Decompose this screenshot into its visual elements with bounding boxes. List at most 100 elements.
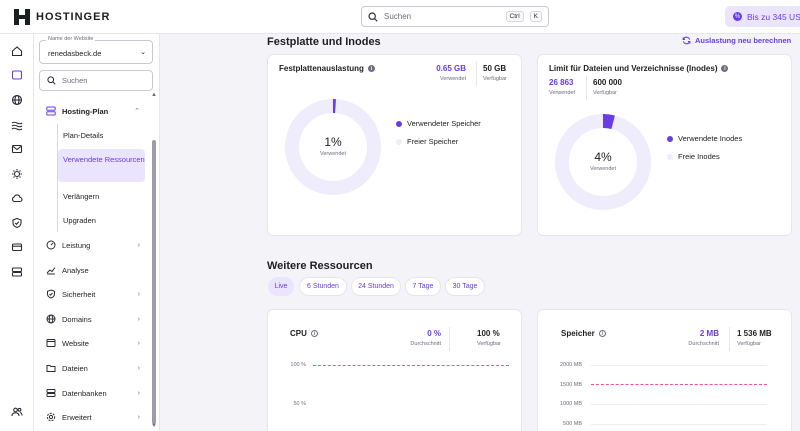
sidebar-subitem-renew[interactable]: Verlängern: [63, 192, 100, 201]
sidebar-subitem-upgrade[interactable]: Upgraden: [63, 216, 96, 225]
range-pill-6h[interactable]: 6 Stunden: [299, 277, 347, 296]
info-icon[interactable]: i: [721, 65, 729, 72]
chevron-right-icon: ›: [137, 413, 140, 421]
inodes-available-stat: 600 000 Verfügbar: [593, 78, 622, 96]
disk-legend: Verwendeter Speicher Freier Speicher: [396, 118, 481, 154]
disk-percent: 1%: [324, 135, 342, 149]
sidebar-item-databases[interactable]: Datenbanken ›: [46, 384, 140, 402]
sidebar-item-website[interactable]: Website ›: [46, 334, 140, 352]
mail-icon[interactable]: [10, 142, 24, 156]
hosting-plan-icon: [46, 106, 56, 116]
sidebar-subitem-plan-details[interactable]: Plan-Details: [63, 131, 104, 140]
shield-icon[interactable]: [10, 216, 24, 230]
range-pill-30d[interactable]: 30 Tage: [445, 277, 485, 296]
sidebar-item-security[interactable]: Sicherheit ›: [46, 285, 140, 303]
inodes-legend: Verwendete Inodes Freie Inodes: [667, 133, 742, 169]
brand-logo[interactable]: HOSTINGER: [14, 9, 110, 25]
performance-label: Leistung: [62, 240, 91, 250]
legend-used-label: Verwendete Inodes: [678, 134, 743, 143]
percent-badge-icon: %: [733, 12, 742, 21]
sidebar-search-placeholder: Suchen: [62, 76, 88, 85]
sidebar: Name der Website renedasbeck.de ⌄ Suchen…: [34, 34, 160, 431]
info-icon[interactable]: i: [598, 330, 606, 337]
range-pill-24h[interactable]: 24 Stunden: [351, 277, 401, 296]
gear-sun-icon[interactable]: [10, 167, 24, 181]
inodes-percent-label: Verwendet: [590, 166, 616, 172]
home-icon[interactable]: [10, 44, 24, 58]
chevron-right-icon: ›: [137, 315, 140, 323]
scroll-down-icon[interactable]: ▼: [151, 423, 157, 429]
hosting-plan-label: Hosting-Plan: [62, 106, 109, 116]
info-icon[interactable]: i: [367, 65, 375, 72]
donut-used-arc: [555, 114, 651, 210]
website-select-label: Name der Website: [46, 36, 96, 42]
range-pill-7d[interactable]: 7 Tage: [405, 277, 441, 296]
memory-limit-line: [591, 384, 767, 385]
inodes-title: Limit für Dateien und Verzeichnisse (Ino…: [549, 64, 729, 73]
card-icon[interactable]: [10, 240, 24, 254]
cpu-avg-stat: 0 % Durchschnitt: [410, 329, 441, 347]
disk-usage-title-text: Festplattenauslastung: [279, 64, 364, 73]
sidebar-subitem-used-resources[interactable]: Verwendete Ressourcen: [58, 149, 145, 182]
range-pill-live[interactable]: Live: [268, 277, 294, 296]
memory-avg-stat: 2 MB Durchschnitt: [688, 329, 719, 347]
cloud-icon[interactable]: [10, 191, 24, 205]
sidebar-item-files[interactable]: Dateien ›: [46, 359, 140, 377]
disk-usage-card: Festplattenauslastung i 0.65 GB Verwende…: [267, 54, 522, 236]
recalculate-usage-link[interactable]: Auslastung neu berechnen: [682, 36, 791, 45]
sidebar-item-analytics[interactable]: Analyse: [46, 261, 140, 279]
cpu-avg-value: 0 %: [427, 329, 441, 338]
cpu-card: CPU i 0 % Durchschnitt 100 % Verfügbar 1…: [267, 309, 522, 431]
inodes-title-text: Limit für Dateien und Verzeichnisse (Ino…: [549, 64, 718, 73]
disk-usage-title: Festplattenauslastung i: [279, 64, 375, 73]
subtree-line: [57, 124, 58, 232]
disk-available-stat: 50 GB Verfügbar: [483, 64, 507, 82]
globe-icon[interactable]: [10, 93, 24, 107]
inodes-donut: [555, 114, 651, 210]
inodes-donut-center: 4% Verwendet: [554, 150, 652, 172]
disk-available-value: 50 GB: [483, 64, 507, 73]
database-icon: [46, 388, 56, 398]
disk-used-value: 0.65 GB: [436, 64, 466, 73]
recalculate-usage-label: Auslastung neu berechnen: [695, 36, 792, 45]
global-search-input[interactable]: Suchen Ctrl K: [361, 6, 549, 27]
shortcut-key-ctrl: Ctrl: [505, 11, 524, 22]
search-icon: [368, 11, 378, 22]
stat-divider: [586, 76, 587, 100]
memory-title: Speicher i: [561, 329, 606, 338]
memory-title-text: Speicher: [561, 329, 595, 338]
memory-gridline: [591, 365, 767, 366]
upgrade-offer-button[interactable]: % Bis zu 345 USD: [725, 6, 800, 27]
sidebar-item-hosting-plan[interactable]: Hosting-Plan ⌃: [46, 102, 140, 120]
stat-divider: [476, 62, 477, 86]
folder-icon: [46, 363, 56, 373]
inodes-used-label: Verwendet: [549, 90, 575, 96]
legend-free-label: Freie Inodes: [678, 152, 720, 161]
memory-tick-1500: 1500 MB: [559, 382, 582, 388]
sidebar-item-performance[interactable]: Leistung ›: [46, 236, 140, 254]
memory-available-value: 1 536 MB: [737, 329, 772, 338]
memory-available-label: Verfügbar: [737, 341, 761, 347]
inodes-percent: 4%: [594, 150, 612, 164]
hosting-icon[interactable]: [10, 68, 24, 82]
website-select[interactable]: Name der Website renedasbeck.de ⌄: [39, 36, 153, 64]
analytics-label: Analyse: [62, 265, 89, 275]
sidebar-scrollbar[interactable]: [152, 140, 156, 424]
disk-donut-center: 1% Verwendet: [284, 135, 382, 157]
chevron-down-icon: ⌄: [140, 49, 146, 56]
sidebar-search-input[interactable]: Suchen: [39, 70, 153, 91]
waves-icon[interactable]: [10, 118, 24, 132]
sidebar-item-domains[interactable]: Domains ›: [46, 310, 140, 328]
files-label: Dateien: [62, 363, 88, 373]
memory-available-stat: 1 536 MB Verfügbar: [737, 329, 772, 347]
memory-gridline: [591, 404, 767, 405]
sidebar-item-advanced[interactable]: Erweitert ›: [46, 408, 140, 426]
scroll-up-icon[interactable]: ▲: [151, 92, 157, 98]
gauge-icon: [46, 240, 56, 250]
info-icon[interactable]: i: [310, 330, 318, 337]
disk-used-stat: 0.65 GB Verwendet: [436, 64, 466, 82]
cpu-tick-50: 50 %: [293, 401, 306, 407]
memory-gridline: [591, 424, 767, 425]
people-icon[interactable]: [10, 405, 24, 419]
server-icon[interactable]: [10, 265, 24, 279]
